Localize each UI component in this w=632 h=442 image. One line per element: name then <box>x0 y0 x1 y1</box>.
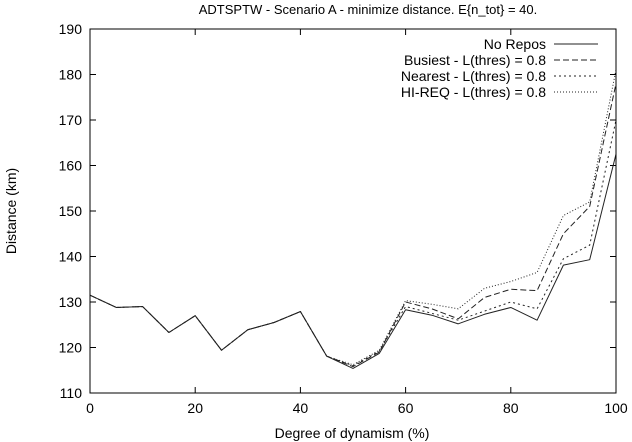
legend-label: HI-REQ - L(thres) = 0.8 <box>401 84 546 100</box>
series-line-1 <box>89 83 617 368</box>
plot-frame <box>89 28 617 394</box>
y-tick-label: 160 <box>59 158 83 174</box>
x-tick-label: 60 <box>398 400 414 416</box>
series-line-0 <box>89 154 617 369</box>
chart-title: ADTSPTW - Scenario A - minimize distance… <box>199 2 538 17</box>
series-line-2 <box>89 119 617 367</box>
x-tick-label: 40 <box>293 400 309 416</box>
legend-label: No Repos <box>484 36 546 52</box>
y-axis-label: Distance (km) <box>3 168 19 254</box>
legend-label: Busiest - L(thres) = 0.8 <box>404 52 546 68</box>
x-tick-label: 80 <box>503 400 519 416</box>
tick-layer: 110 120 130 140 150 160 170 180 190 0 20 40 60 80 100 <box>59 21 628 416</box>
series-layer <box>89 69 617 369</box>
y-tick-label: 130 <box>59 294 83 310</box>
legend-label: Nearest - L(thres) = 0.8 <box>401 68 546 84</box>
x-tick-label: 0 <box>86 400 94 416</box>
y-tick-label: 120 <box>59 340 83 356</box>
y-tick-label: 170 <box>59 112 83 128</box>
x-tick-label: 20 <box>187 400 203 416</box>
y-tick-label: 150 <box>59 203 83 219</box>
y-tick-label: 140 <box>59 249 83 265</box>
x-tick-label: 100 <box>604 400 628 416</box>
y-tick-label: 110 <box>60 385 83 401</box>
y-tick-label: 190 <box>59 21 83 37</box>
y-tick-label: 180 <box>59 67 83 83</box>
x-axis-label: Degree of dynamism (%) <box>275 425 430 441</box>
